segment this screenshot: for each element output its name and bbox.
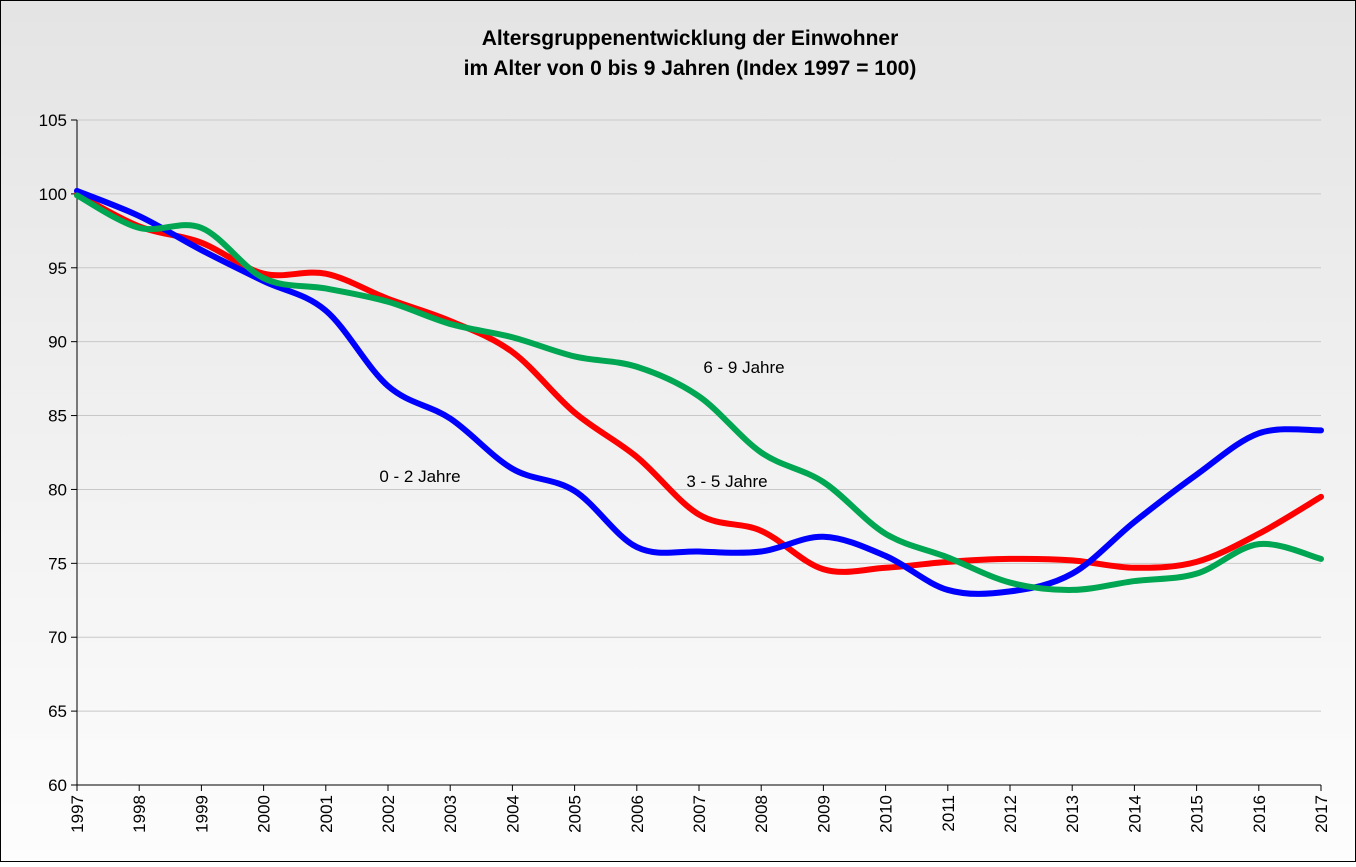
x-tick-label: 2003	[441, 795, 460, 833]
y-tick-label: 95	[48, 259, 67, 278]
series-label: 0 - 2 Jahre	[379, 467, 460, 486]
series-line	[74, 192, 1324, 593]
y-tick-label: 65	[48, 702, 67, 721]
x-tick-label: 2001	[317, 795, 336, 833]
x-tick-label: 2013	[1063, 795, 1082, 833]
x-tick-label: 2004	[503, 795, 522, 833]
x-tick-label: 1998	[130, 795, 149, 833]
x-tick-label: 2005	[566, 795, 585, 833]
y-tick-label: 105	[39, 111, 67, 130]
x-tick-label: 2017	[1312, 795, 1331, 833]
x-tick-label: 2011	[939, 795, 958, 832]
series-label: 3 - 5 Jahre	[686, 472, 767, 491]
x-tick-label: 1999	[192, 795, 211, 833]
series-line	[74, 190, 1324, 575]
x-tick-label: 2002	[379, 795, 398, 833]
x-tick-label: 2015	[1188, 795, 1207, 833]
x-tick-label: 2008	[752, 795, 771, 833]
x-tick-label: 1997	[68, 795, 87, 833]
series-line	[74, 187, 1324, 597]
series-label: 6 - 9 Jahre	[703, 358, 784, 377]
x-tick-label: 2000	[255, 795, 274, 833]
y-tick-label: 70	[48, 628, 67, 647]
x-tick-label: 2016	[1250, 795, 1269, 833]
y-tick-label: 90	[48, 333, 67, 352]
y-tick-label: 100	[39, 185, 67, 204]
y-tick-label: 80	[48, 480, 67, 499]
chart-subtitle: im Alter von 0 bis 9 Jahren (Index 1997 …	[464, 57, 917, 80]
x-tick-label: 2009	[814, 795, 833, 833]
chart-title: Altersgruppenentwicklung der Einwohner	[482, 27, 899, 50]
x-tick-label: 2010	[877, 795, 896, 833]
x-tick-label: 2006	[628, 795, 647, 833]
y-tick-label: 60	[48, 776, 67, 795]
x-tick-label: 2014	[1125, 795, 1144, 833]
x-tick-label: 2007	[690, 795, 709, 833]
x-tick-label: 2012	[1001, 795, 1020, 833]
y-tick-label: 75	[48, 554, 67, 573]
y-tick-label: 85	[48, 407, 67, 426]
